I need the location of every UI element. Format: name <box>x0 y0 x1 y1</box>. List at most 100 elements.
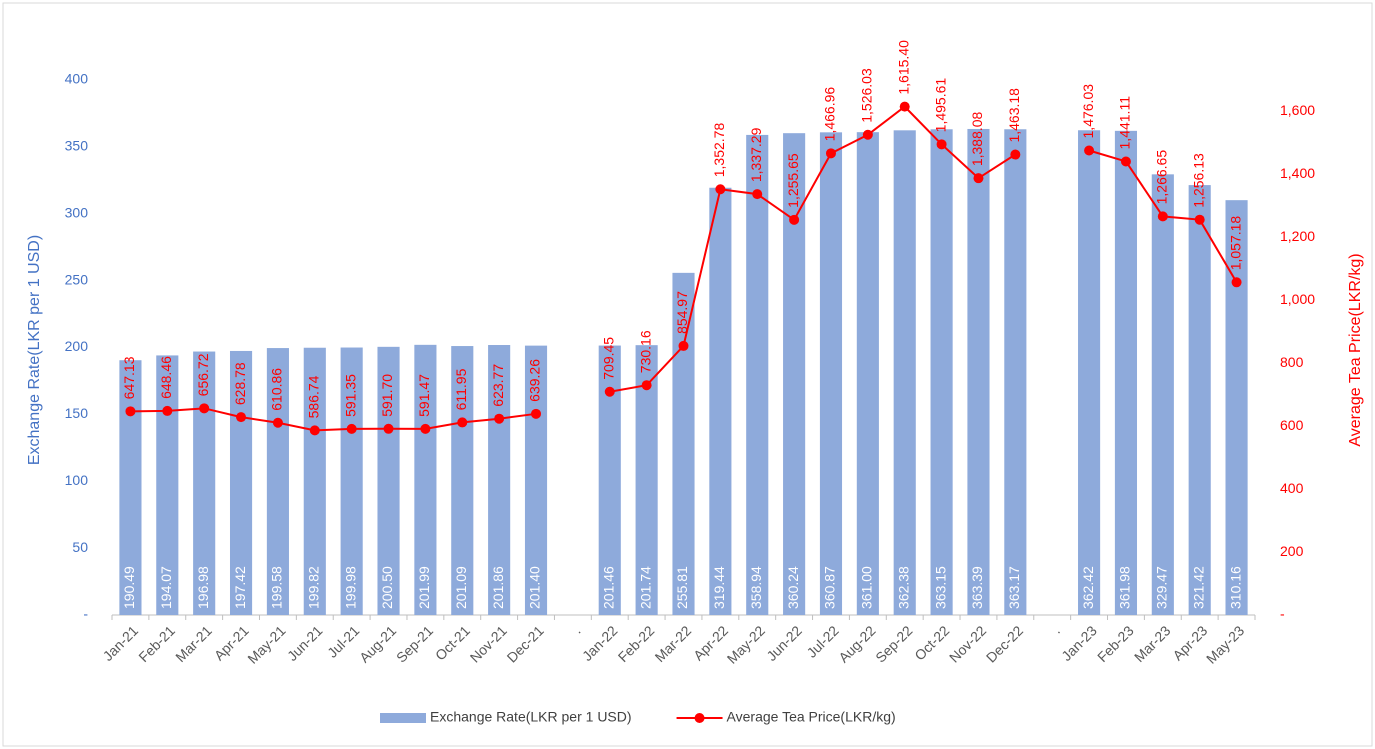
marker <box>383 423 394 434</box>
bar <box>967 128 990 615</box>
bar-label: 201.99 <box>416 566 432 609</box>
y-tick-label: 400 <box>65 71 89 87</box>
bar <box>1004 129 1027 615</box>
y-tick-label: 250 <box>65 271 89 287</box>
line-label: 639.26 <box>527 359 543 402</box>
y2-axis-title: Average Tea Price(LKR/kg) <box>1347 253 1364 446</box>
marker <box>1010 149 1021 160</box>
bar-label: 329.47 <box>1154 566 1170 609</box>
marker <box>752 189 763 200</box>
bar-label: 363.15 <box>932 566 948 609</box>
line-label: 730.16 <box>637 330 653 373</box>
bar-label: 200.50 <box>379 566 395 609</box>
bar-label: 194.07 <box>158 566 174 609</box>
bar <box>303 347 326 615</box>
y2-tick-label: 1,400 <box>1280 165 1315 181</box>
bar <box>377 346 400 615</box>
bar-label: 360.87 <box>822 566 838 609</box>
bar <box>783 133 806 615</box>
y-tick-label: - <box>83 606 88 622</box>
marker <box>531 408 542 419</box>
line-label: 1,256.13 <box>1190 153 1206 208</box>
bar-label: 201.46 <box>600 566 616 609</box>
line-label: 611.95 <box>453 368 469 410</box>
line-label: 1,441.11 <box>1117 96 1133 150</box>
marker <box>125 406 136 417</box>
line-label: 628.78 <box>232 362 248 405</box>
line-label: 656.72 <box>195 353 211 396</box>
marker <box>162 405 173 416</box>
line-label: 648.46 <box>158 356 174 399</box>
bar <box>819 132 843 616</box>
marker <box>272 417 283 428</box>
bar-label: 321.42 <box>1190 566 1206 609</box>
legend-label: Average Tea Price(LKR/kg) <box>727 709 896 725</box>
line-label: 1,466.96 <box>822 87 838 142</box>
y-axis-title: Exchange Rate(LKR per 1 USD) <box>26 235 43 465</box>
marker <box>973 173 984 184</box>
marker <box>457 417 468 428</box>
bar <box>930 129 953 616</box>
line-label: 1,337.29 <box>748 127 764 182</box>
bar-label: 201.86 <box>490 566 506 609</box>
marker <box>678 340 689 351</box>
line-label: 1,526.03 <box>859 68 875 123</box>
y2-tick-label: 200 <box>1280 543 1304 559</box>
y-tick-label: 50 <box>72 539 88 555</box>
bar <box>266 348 289 615</box>
bar-label: 190.49 <box>121 566 137 609</box>
line-label: 1,266.65 <box>1154 150 1170 205</box>
line-label: 591.35 <box>342 374 358 417</box>
bar <box>488 345 511 615</box>
line-label: 1,057.18 <box>1227 216 1243 271</box>
bar-label: 361.98 <box>1117 566 1133 609</box>
marker <box>309 425 320 436</box>
line-label: 623.77 <box>490 364 506 407</box>
y2-tick-label: 1,000 <box>1280 291 1315 307</box>
bar-label: 197.42 <box>232 566 248 609</box>
line-label: 586.74 <box>305 375 321 418</box>
marker <box>936 139 947 150</box>
bar-label: 199.98 <box>342 566 358 609</box>
bar-label: 201.74 <box>637 566 653 609</box>
bar-label: 201.09 <box>453 566 469 609</box>
bar <box>746 134 769 615</box>
marker <box>862 129 873 140</box>
line-label: 591.70 <box>379 374 395 417</box>
bar <box>193 351 216 615</box>
bar <box>451 346 474 615</box>
bar-label: 360.24 <box>785 566 801 609</box>
y-tick-label: 100 <box>65 472 89 488</box>
legend-label: Exchange Rate(LKR per 1 USD) <box>430 709 632 725</box>
line-label: 610.86 <box>269 368 285 411</box>
legend-swatch <box>380 713 426 723</box>
marker <box>641 380 652 391</box>
bar-label: 201.40 <box>527 566 543 609</box>
marker <box>899 101 910 112</box>
marker <box>825 148 836 159</box>
marker <box>346 423 357 434</box>
bar <box>156 355 179 615</box>
bar <box>598 345 621 615</box>
marker <box>199 403 210 414</box>
line-label: 1,352.78 <box>711 123 727 178</box>
marker <box>420 423 431 434</box>
bar <box>524 345 548 615</box>
bar <box>1114 130 1138 615</box>
bar-label: 361.00 <box>859 566 875 609</box>
bar <box>119 360 142 615</box>
line-label: 1,255.65 <box>785 153 801 208</box>
marker <box>1157 211 1168 222</box>
bar-label: 362.42 <box>1080 566 1096 609</box>
line-label: 1,463.18 <box>1006 88 1022 143</box>
marker <box>1194 214 1205 225</box>
y2-tick-label: 1,600 <box>1280 102 1315 118</box>
bar <box>709 187 732 615</box>
y2-tick-label: 600 <box>1280 417 1304 433</box>
bar <box>1078 130 1101 615</box>
line-label: 1,388.08 <box>969 111 985 166</box>
line-label: 854.97 <box>674 291 690 334</box>
bar-label: 199.82 <box>305 566 321 609</box>
bar-label: 319.44 <box>711 566 727 609</box>
